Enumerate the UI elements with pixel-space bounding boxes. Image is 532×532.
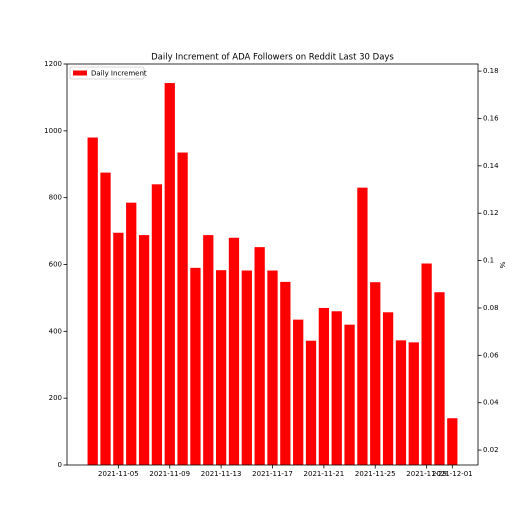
bar bbox=[228, 237, 240, 465]
bar bbox=[164, 83, 175, 466]
y-tick-label: 1200 bbox=[44, 60, 62, 68]
y-tick-label: 200 bbox=[49, 394, 62, 402]
bar bbox=[138, 235, 150, 465]
bar bbox=[177, 152, 188, 465]
bar bbox=[447, 418, 458, 465]
bar bbox=[318, 307, 330, 465]
bar bbox=[434, 292, 445, 465]
x-tick-label: 2021-11-25 bbox=[355, 470, 396, 478]
legend-swatch bbox=[73, 70, 87, 76]
bar bbox=[344, 324, 355, 465]
bar bbox=[395, 340, 407, 465]
bar bbox=[305, 340, 317, 465]
x-tick-label: 2021-11-29 bbox=[406, 470, 447, 478]
bar bbox=[241, 270, 252, 465]
y2-tick-label: 0.18 bbox=[483, 67, 499, 75]
bar bbox=[267, 270, 278, 465]
bar bbox=[357, 187, 368, 465]
y2-axis-label: % bbox=[498, 262, 506, 269]
bar bbox=[408, 342, 419, 465]
legend-box bbox=[69, 66, 145, 80]
y2-tick-label: 0.02 bbox=[483, 446, 499, 454]
y-tick-label: 600 bbox=[49, 261, 62, 269]
bar bbox=[113, 232, 124, 465]
bar bbox=[151, 184, 163, 466]
y2-tick-label: 0.04 bbox=[483, 399, 499, 407]
bar bbox=[126, 202, 137, 465]
bar bbox=[203, 235, 214, 465]
y-tick-label: 400 bbox=[49, 327, 62, 335]
y-tick-label: 800 bbox=[49, 194, 62, 202]
x-tick-label: 2021-11-05 bbox=[98, 470, 139, 478]
y2-tick-label: 0.12 bbox=[483, 209, 499, 217]
y2-tick-label: 0.16 bbox=[483, 114, 499, 122]
x-tick-label: 2021-11-21 bbox=[304, 470, 345, 478]
bar bbox=[421, 263, 432, 465]
bar bbox=[254, 247, 265, 465]
bar bbox=[190, 267, 201, 465]
y2-tick-label: 0.1 bbox=[483, 257, 494, 265]
bar bbox=[215, 270, 227, 465]
bar bbox=[280, 281, 291, 465]
bar bbox=[100, 172, 111, 465]
bar bbox=[293, 319, 304, 465]
y2-tick-label: 0.14 bbox=[483, 162, 499, 170]
y2-tick-label: 0.06 bbox=[483, 351, 499, 359]
y2-tick-label: 0.08 bbox=[483, 304, 499, 312]
plot-frame bbox=[66, 63, 479, 466]
x-tick-label: 2021-11-09 bbox=[149, 470, 190, 478]
bar bbox=[87, 137, 98, 465]
y-tick-label: 1000 bbox=[44, 127, 62, 135]
x-tick-label: 2021-12-01 bbox=[432, 470, 473, 478]
bar bbox=[370, 282, 381, 465]
chart-title: Daily Increment of ADA Followers on Redd… bbox=[151, 53, 394, 63]
x-tick-label: 2021-11-17 bbox=[252, 470, 293, 478]
bar bbox=[331, 311, 342, 465]
legend-label: Daily Increment bbox=[91, 69, 147, 77]
bar bbox=[382, 312, 394, 465]
x-tick-label: 2021-11-13 bbox=[201, 470, 242, 478]
y-tick-label: 0 bbox=[58, 461, 62, 469]
